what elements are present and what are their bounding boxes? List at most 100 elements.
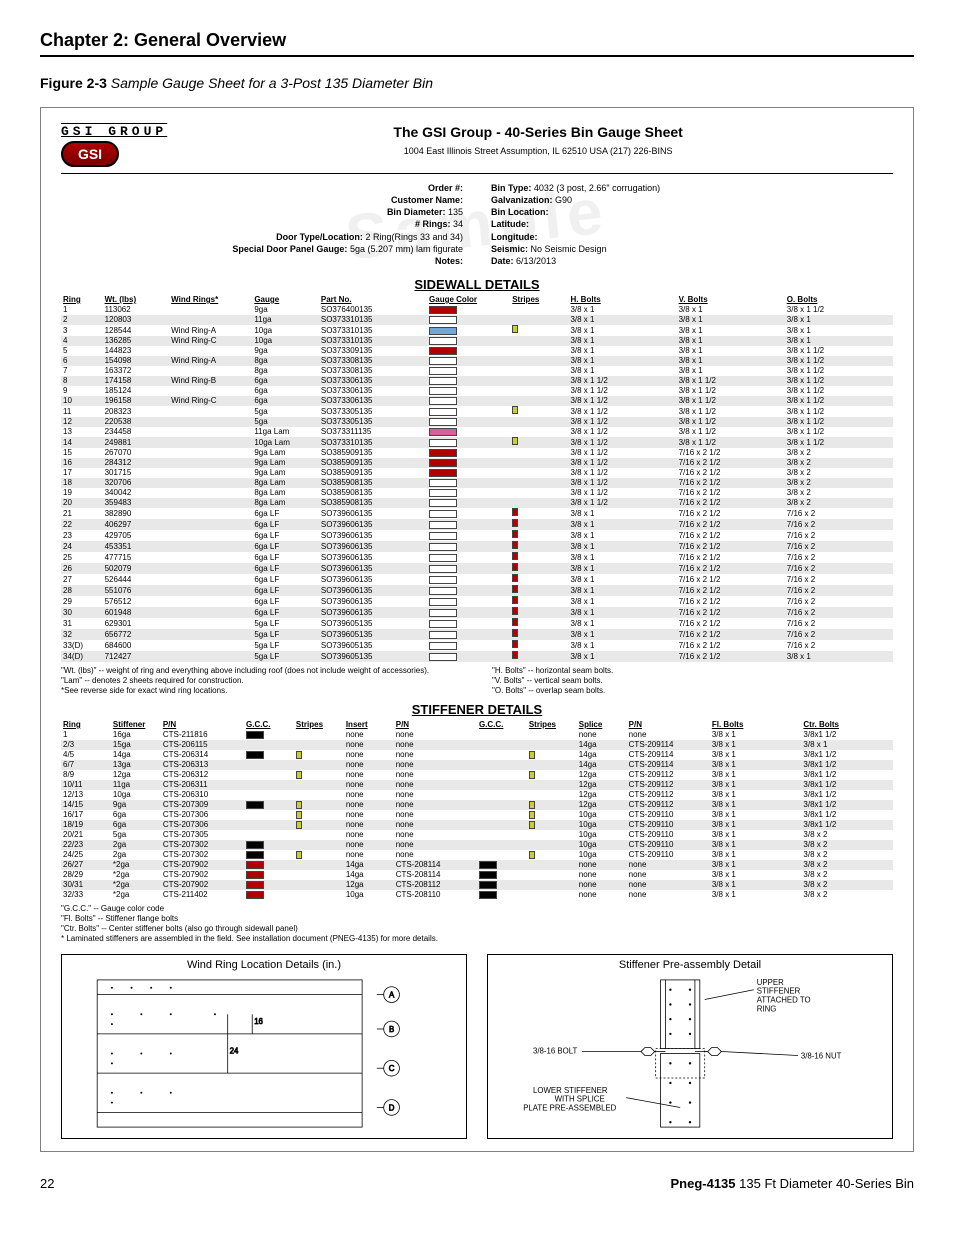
stiffener-cell: CTS-208114 xyxy=(394,870,477,880)
sidewall-row: 234297056ga LFSO7396061353/8 x 17/16 x 2… xyxy=(61,530,893,541)
svg-text:D: D xyxy=(389,1103,395,1112)
sidewall-cell: 8ga xyxy=(252,366,319,376)
stiffener-cell: 12ga xyxy=(111,770,161,780)
stiffener-cell: CTS-208114 xyxy=(394,860,477,870)
sidewall-cell: 3/8 x 1 xyxy=(785,315,893,325)
sidewall-cell: 27 xyxy=(61,574,103,585)
sidewall-cell: Wind Ring-C xyxy=(169,336,252,346)
sidewall-cell: SO373308135 xyxy=(319,356,427,366)
sidewall-row: 152670709ga LamSO3859091353/8 x 1 1/27/1… xyxy=(61,448,893,458)
stiffener-cell: CTS-206313 xyxy=(161,760,244,770)
note-line: "O. Bolts" -- overlap seam bolts. xyxy=(492,686,893,696)
stiffener-cell: CTS-209114 xyxy=(627,740,710,750)
sidewall-row: 265020796ga LFSO7396061353/8 x 17/16 x 2… xyxy=(61,563,893,574)
note-line: "Wt. (lbs)" -- weight of ring and everyt… xyxy=(61,666,462,676)
stiffener-cell: 6ga xyxy=(111,810,161,820)
stiffener-cell xyxy=(527,820,577,830)
sidewall-cell: 185124 xyxy=(103,386,170,396)
sidewall-cell xyxy=(169,458,252,468)
sidewall-cell: 3/8 x 1 1/2 xyxy=(568,406,676,417)
note-line: *See reverse side for exact wind ring lo… xyxy=(61,686,462,696)
sidewall-cell: 3/8 x 1 xyxy=(568,585,676,596)
stiffener-cell: CTS-209110 xyxy=(627,820,710,830)
sidewall-cell xyxy=(427,427,510,437)
figure-desc: Sample Gauge Sheet for a 3-Post 135 Diam… xyxy=(111,75,433,91)
note-line: "Fl. Bolts" -- Stiffener flange bolts xyxy=(61,914,893,924)
sidewall-cell: 6ga LF xyxy=(252,607,319,618)
sidewall-cell: 6ga LF xyxy=(252,508,319,519)
sidewall-cell: 284312 xyxy=(103,458,170,468)
svg-text:24: 24 xyxy=(230,1046,239,1055)
stiffener-cell: 2/3 xyxy=(61,740,111,750)
sidewall-cell: 5ga LF xyxy=(252,640,319,651)
sidewall-cell xyxy=(510,585,568,596)
sidewall-cell: 22 xyxy=(61,519,103,530)
sidewall-row: 193400428ga LamSO3859081353/8 x 1 1/27/1… xyxy=(61,488,893,498)
sidewall-cell: 3/8 x 1 1/2 xyxy=(785,437,893,448)
stiffener-cell: none xyxy=(394,780,477,790)
sidewall-cell: 7/16 x 2 xyxy=(785,508,893,519)
sidewall-cell: 31 xyxy=(61,618,103,629)
sidewall-cell: SO373309135 xyxy=(319,346,427,356)
stiffener-cell xyxy=(244,800,294,810)
sidewall-cell xyxy=(427,563,510,574)
sidewall-cell: SO373306135 xyxy=(319,376,427,386)
sidewall-cell: 3/8 x 1 xyxy=(677,356,785,366)
stiffener-cell: 2ga xyxy=(111,850,161,860)
svg-text:3/8-16 BOLT: 3/8-16 BOLT xyxy=(533,1046,578,1055)
note-line: * Laminated stiffeners are assembled in … xyxy=(61,934,893,944)
order-label: Order #: xyxy=(428,183,463,193)
stiffener-cell: CTS-209114 xyxy=(627,760,710,770)
stiffener-cell: *2ga xyxy=(111,870,161,880)
stiffener-header: Stripes xyxy=(294,719,344,730)
sidewall-cell: SO739606135 xyxy=(319,596,427,607)
note-line: "Lam" -- denotes 2 sheets required for c… xyxy=(61,676,462,686)
sidewall-cell: 3/8 x 1 xyxy=(568,574,676,585)
sidewall-cell: 429705 xyxy=(103,530,170,541)
stiffener-cell: 3/8 x 1 xyxy=(710,860,802,870)
sidewall-cell xyxy=(427,508,510,519)
stiffener-cell: 14/15 xyxy=(61,800,111,810)
sidewall-header: Gauge xyxy=(252,294,319,305)
sidewall-cell: 10ga Lam xyxy=(252,437,319,448)
sidewall-cell: 3/8 x 1 xyxy=(568,315,676,325)
sidewall-header: H. Bolts xyxy=(568,294,676,305)
stiffener-cell: none xyxy=(577,860,627,870)
doc-id: Pneg-4135 135 Ft Diameter 40-Series Bin xyxy=(670,1176,914,1191)
sidewall-cell: 3/8 x 1 1/2 xyxy=(785,406,893,417)
sidewall-row: 212080311gaSO3733101353/8 x 13/8 x 13/8 … xyxy=(61,315,893,325)
stiffener-header: G.C.C. xyxy=(477,719,527,730)
sidewall-cell xyxy=(427,437,510,448)
sidewall-cell: 9ga xyxy=(252,305,319,315)
stiffener-cell: 3/8 x 1 xyxy=(710,770,802,780)
seismic-label: Seismic: xyxy=(491,244,528,254)
stiffener-cell: CTS-209110 xyxy=(627,840,710,850)
sidewall-cell: 3/8 x 1 1/2 xyxy=(677,376,785,386)
sheet-address: 1004 East Illinois Street Assumption, IL… xyxy=(183,146,893,156)
stiffener-cell: 3/8 x 1 xyxy=(710,800,802,810)
sidewall-cell: 3/8 x 2 xyxy=(785,458,893,468)
sidewall-cell: SO739605135 xyxy=(319,640,427,651)
stiffener-cell: 14ga xyxy=(344,860,394,870)
stiffener-cell: 5ga xyxy=(111,830,161,840)
sheet-title: The GSI Group - 40-Series Bin Gauge Shee… xyxy=(183,124,893,140)
svg-text:16: 16 xyxy=(254,1017,263,1026)
sidewall-cell xyxy=(510,305,568,315)
sidewall-cell xyxy=(427,552,510,563)
stiffener-cell: none xyxy=(577,730,627,740)
stiffener-row: 18/196gaCTS-207306nonenone10gaCTS-209110… xyxy=(61,820,893,830)
sidewall-cell: 3/8 x 2 xyxy=(785,448,893,458)
stiffener-cell: CTS-209112 xyxy=(627,800,710,810)
sidewall-cell: 3/8 x 1 xyxy=(568,607,676,618)
sidewall-cell xyxy=(427,498,510,508)
sidewall-cell: 113062 xyxy=(103,305,170,315)
sidewall-cell: 7/16 x 2 xyxy=(785,530,893,541)
stiffener-cell xyxy=(244,860,294,870)
sidewall-cell xyxy=(510,325,568,336)
stiffener-cell: CTS-207302 xyxy=(161,840,244,850)
stiffener-row: 14/159gaCTS-207309nonenone12gaCTS-209112… xyxy=(61,800,893,810)
sidewall-cell: 7/16 x 2 1/2 xyxy=(677,574,785,585)
sidewall-cell: 5ga xyxy=(252,406,319,417)
sidewall-cell xyxy=(427,417,510,427)
rings-label: # Rings: xyxy=(415,219,451,229)
